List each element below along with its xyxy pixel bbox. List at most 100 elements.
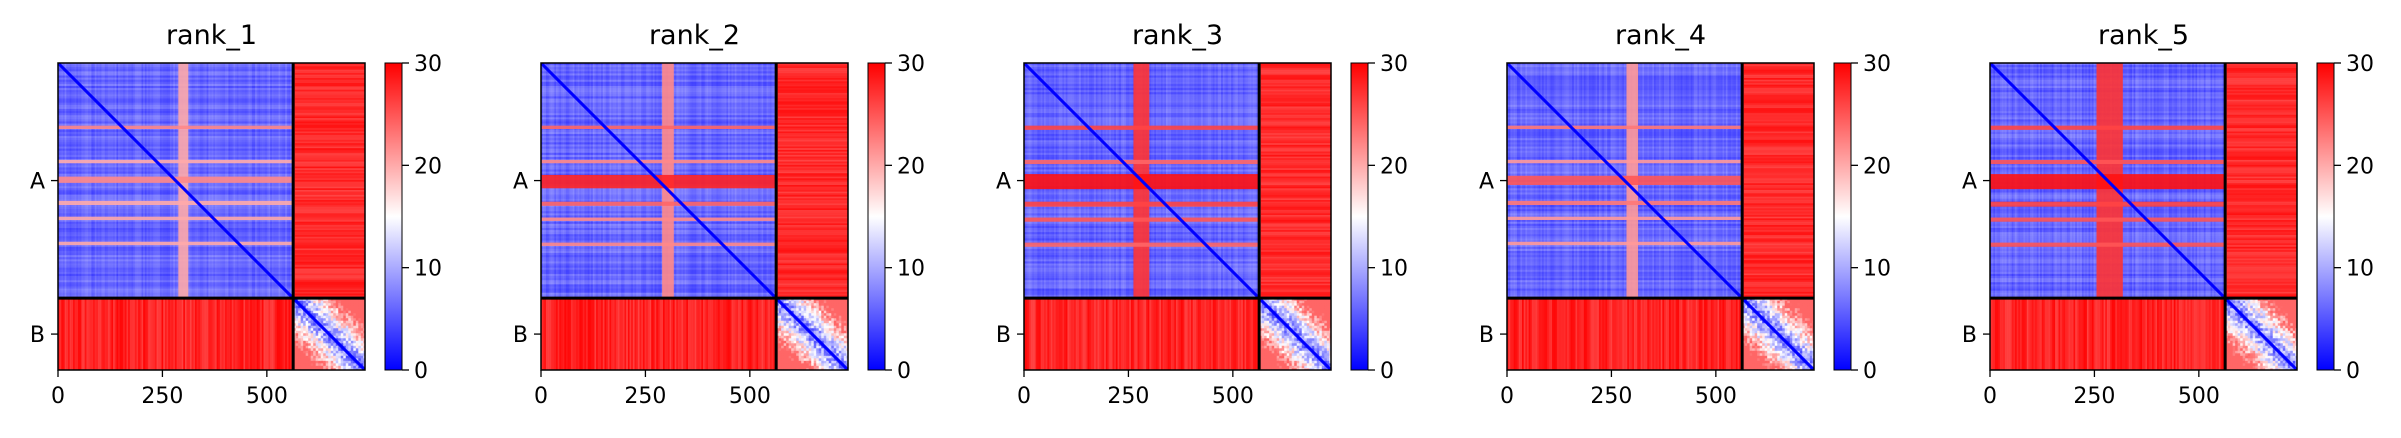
heatmap-frame xyxy=(1506,62,1815,371)
colorbar-tick-label: 30 xyxy=(1863,52,1891,77)
colorbar xyxy=(2317,63,2334,370)
x-tick-label: 500 xyxy=(2178,384,2220,409)
chain-label-B: B xyxy=(1479,323,1494,348)
colorbar xyxy=(1834,63,1851,370)
band-horizontal xyxy=(58,159,294,164)
panel-rank_2: rank_2 0 250 500 A B 0 10 20 30 xyxy=(513,20,925,409)
colorbar-tick-label: 30 xyxy=(897,52,925,77)
chain-label-B: B xyxy=(996,323,1011,348)
colorbar-tick-label: 0 xyxy=(897,359,911,384)
panel-title: rank_1 xyxy=(166,20,257,51)
heatmap xyxy=(1990,63,2297,370)
chain-label-A: A xyxy=(996,170,1011,195)
x-tick-label: 250 xyxy=(624,384,666,409)
panel-title: rank_3 xyxy=(1132,20,1223,51)
x-tick-label: 0 xyxy=(1500,384,1514,409)
heatmap xyxy=(1507,63,1814,370)
band-horizontal xyxy=(1990,217,2226,222)
band-horizontal xyxy=(58,200,294,206)
band-horizontal xyxy=(1024,159,1260,165)
band-horizontal xyxy=(541,201,777,206)
colorbar-tick-label: 30 xyxy=(2346,52,2374,77)
diagonal-B xyxy=(1741,297,1814,370)
band-horizontal xyxy=(1507,200,1743,206)
x-tick-label: 250 xyxy=(141,384,183,409)
chain-label-B: B xyxy=(30,323,45,348)
band-horizontal xyxy=(1024,125,1260,130)
colorbar-tick-label: 10 xyxy=(1380,257,1408,282)
x-tick-label: 250 xyxy=(1107,384,1149,409)
heatmap xyxy=(1024,63,1331,370)
colorbar-tick-label: 20 xyxy=(1380,154,1408,179)
x-tick-label: 250 xyxy=(2073,384,2115,409)
x-tick-label: 500 xyxy=(246,384,288,409)
colorbar-tick-label: 20 xyxy=(2346,154,2374,179)
band-horizontal xyxy=(58,241,294,246)
x-tick-label: 0 xyxy=(534,384,548,409)
colorbar-tick-label: 0 xyxy=(1863,359,1877,384)
diagonal-A xyxy=(1507,63,1744,300)
heatmap-frame xyxy=(57,62,366,371)
colorbar-tick-label: 10 xyxy=(2346,257,2374,282)
band-horizontal xyxy=(541,125,777,129)
heatmap-frame xyxy=(540,62,849,371)
panel-title: rank_4 xyxy=(1615,20,1706,51)
colorbar xyxy=(868,63,885,370)
colorbar-tick-label: 10 xyxy=(897,257,925,282)
band-horizontal xyxy=(1024,201,1260,207)
chain-label-B: B xyxy=(513,323,528,348)
band-horizontal xyxy=(1990,242,2226,247)
panel-rank_4: rank_4 0 250 500 A B 0 10 20 30 xyxy=(1479,20,1891,409)
x-tick-label: 500 xyxy=(1695,384,1737,409)
heatmap xyxy=(541,63,848,370)
band-horizontal xyxy=(1990,159,2226,165)
colorbar-tick-label: 30 xyxy=(414,52,442,77)
colorbar-tick-label: 30 xyxy=(1380,52,1408,77)
colorbar-tick-label: 20 xyxy=(1863,154,1891,179)
diagonal-B xyxy=(775,297,848,370)
diagonal-A xyxy=(1024,63,1261,300)
band-horizontal xyxy=(541,242,777,246)
colorbar-tick-label: 20 xyxy=(897,154,925,179)
x-tick-label: 0 xyxy=(1017,384,1031,409)
diagonal-B xyxy=(292,297,365,370)
x-tick-label: 0 xyxy=(1983,384,1997,409)
band-horizontal xyxy=(1507,159,1743,164)
chain-label-A: A xyxy=(1479,170,1494,195)
diagonal-A xyxy=(1990,63,2227,300)
diagonal-B xyxy=(1258,297,1331,370)
panel-rank_3: rank_3 0 250 500 A B 0 10 20 30 xyxy=(996,20,1408,409)
band-horizontal xyxy=(1024,242,1260,247)
x-tick-label: 0 xyxy=(51,384,65,409)
chain-label-A: A xyxy=(1962,170,1977,195)
band-horizontal xyxy=(1507,125,1743,129)
x-tick-label: 250 xyxy=(1590,384,1632,409)
diagonal-B xyxy=(2224,297,2297,370)
colorbar xyxy=(1351,63,1368,370)
colorbar-tick-label: 0 xyxy=(1380,359,1394,384)
panel-title: rank_5 xyxy=(2098,20,2189,51)
chain-label-A: A xyxy=(30,170,45,195)
band-horizontal xyxy=(1507,216,1743,221)
chain-label-A: A xyxy=(513,170,528,195)
band-horizontal xyxy=(541,217,777,221)
band-horizontal xyxy=(1507,241,1743,246)
colorbar xyxy=(385,63,402,370)
band-horizontal xyxy=(58,216,294,221)
chain-label-B: B xyxy=(1962,323,1977,348)
heatmap-frame xyxy=(1023,62,1332,371)
band-horizontal xyxy=(58,125,294,129)
colorbar-tick-label: 0 xyxy=(414,359,428,384)
band-horizontal xyxy=(1990,125,2226,130)
heatmap xyxy=(58,63,365,370)
colorbar-tick-label: 0 xyxy=(2346,359,2360,384)
colorbar-tick-label: 10 xyxy=(414,257,442,282)
diagonal-A xyxy=(58,63,295,300)
panel-rank_1: rank_1 0 250 500 A B 0 10 20 30 xyxy=(30,20,442,409)
colorbar-tick-label: 20 xyxy=(414,154,442,179)
panel-title: rank_2 xyxy=(649,20,740,51)
band-horizontal xyxy=(1024,217,1260,222)
colorbar-tick-label: 10 xyxy=(1863,257,1891,282)
x-tick-label: 500 xyxy=(729,384,771,409)
